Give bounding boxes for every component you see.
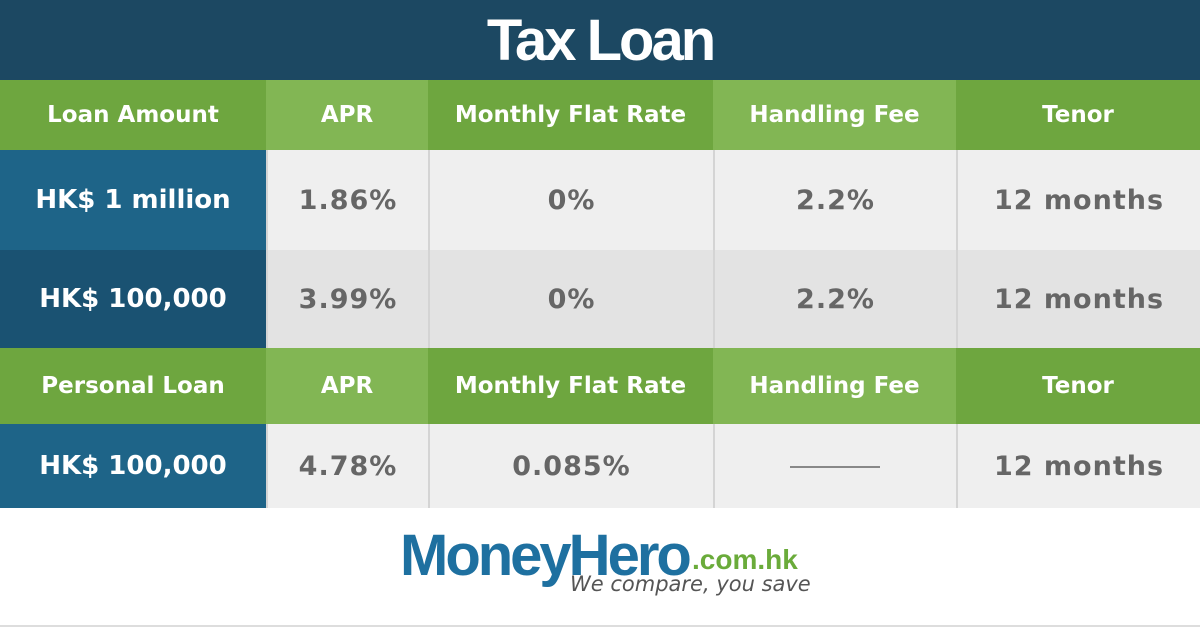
header-cell: APR	[266, 80, 428, 150]
logo-name: MoneyHero	[400, 523, 692, 588]
row-header: HK$ 100,000	[0, 424, 266, 508]
header-cell: Monthly Flat Rate	[428, 348, 713, 424]
header-cell: Tenor	[956, 80, 1200, 150]
data-cell: 12 months	[956, 250, 1200, 348]
row-header: HK$ 1 million	[0, 150, 266, 250]
data-cell: 0%	[428, 250, 713, 348]
data-cell: 1.86%	[266, 150, 428, 250]
title: Tax Loan	[0, 0, 1200, 80]
data-cell: 0%	[428, 150, 713, 250]
header-cell: APR	[266, 348, 428, 424]
data-cell: 2.2%	[713, 250, 956, 348]
data-cell: 3.99%	[266, 250, 428, 348]
data-cell: 2.2%	[713, 150, 956, 250]
logo-domain: .com.hk	[692, 544, 798, 575]
data-cell: 0.085%	[428, 424, 713, 508]
header-cell: Handling Fee	[713, 348, 956, 424]
data-cell: 12 months	[956, 424, 1200, 508]
data-cell: 4.78%	[266, 424, 428, 508]
row-header: HK$ 100,000	[0, 250, 266, 348]
footer-rule	[0, 625, 1200, 627]
logo-tagline: We compare, you save	[570, 572, 811, 596]
header-cell: Monthly Flat Rate	[428, 80, 713, 150]
header-cell: Personal Loan	[0, 348, 266, 424]
header-cell: Tenor	[956, 348, 1200, 424]
header-cell: Handling Fee	[713, 80, 956, 150]
header-cell: Loan Amount	[0, 80, 266, 150]
data-cell: 12 months	[956, 150, 1200, 250]
logo: MoneyHero .com.hk We compare, you save	[400, 522, 820, 612]
empty-dash	[789, 466, 880, 468]
